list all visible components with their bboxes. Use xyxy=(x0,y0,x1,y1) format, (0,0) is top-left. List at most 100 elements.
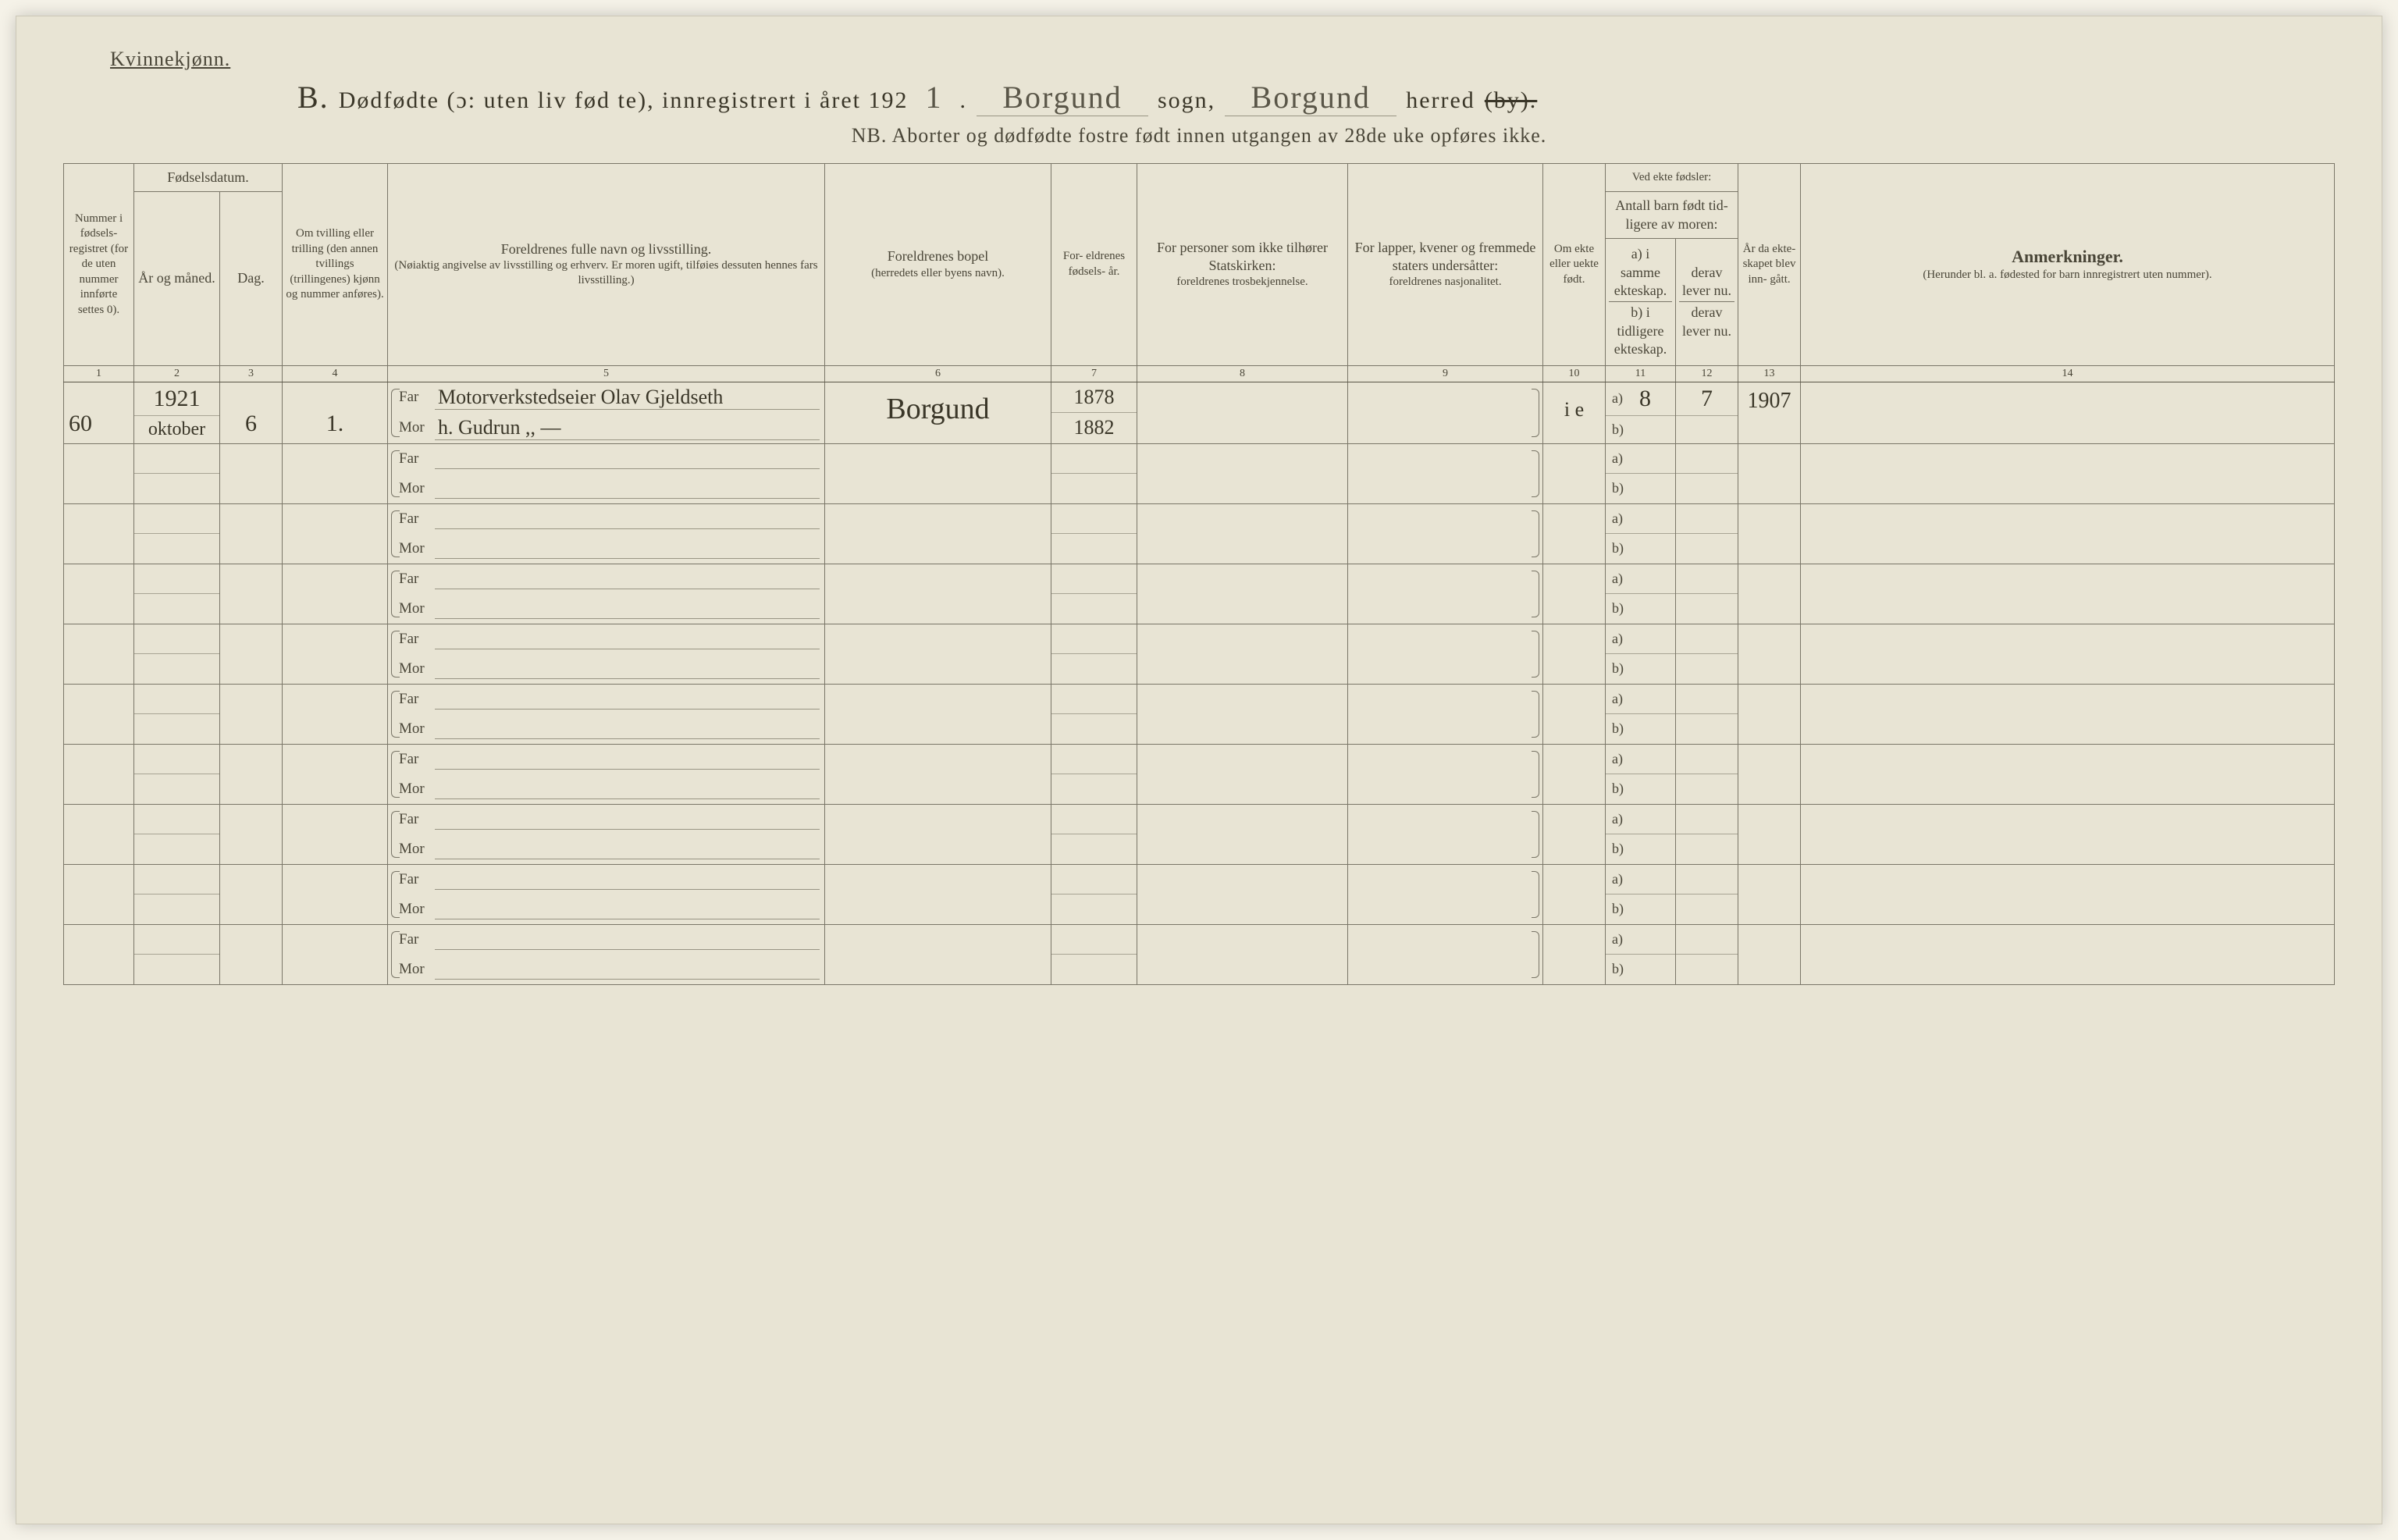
cell-c12 xyxy=(1676,564,1738,624)
c11-b-label: b) xyxy=(1612,781,1639,797)
twin-value xyxy=(283,745,387,776)
cell-day xyxy=(220,503,283,564)
day-value xyxy=(220,504,282,535)
twin-value xyxy=(283,865,387,896)
cell-c12 xyxy=(1676,864,1738,924)
ekte-value xyxy=(1543,504,1605,523)
colnum-12: 12 xyxy=(1676,365,1738,382)
cell-c11: a) b) xyxy=(1606,443,1676,503)
cell-remarks xyxy=(1801,503,2335,564)
cell-parents: Far Mor xyxy=(388,503,825,564)
cell-marriage-year xyxy=(1738,624,1801,684)
far-year xyxy=(1090,695,1099,702)
entry-number xyxy=(64,444,133,475)
cell-c11: a) b) xyxy=(1606,684,1676,744)
cell-marriage-year xyxy=(1738,864,1801,924)
cell-c11: a) b) xyxy=(1606,744,1676,804)
cell-day: 6 xyxy=(220,382,283,443)
cell-c11: a) b) xyxy=(1606,564,1676,624)
far-value: Motorverkstedseier Olav Gjeldseth xyxy=(435,386,820,410)
table-row: Far Mor a) b) xyxy=(64,804,2335,864)
cell-ekte xyxy=(1543,684,1606,744)
cell-year-month xyxy=(134,503,220,564)
bopel-value xyxy=(825,865,1051,877)
cell-year-month xyxy=(134,684,220,744)
brace-icon xyxy=(1532,389,1539,437)
day-value xyxy=(220,444,282,475)
cell-parents: Far Mor xyxy=(388,443,825,503)
col-header-1112-group: Ved ekte fødsler: xyxy=(1606,164,1738,192)
subtitle-text: Aborter og dødfødte fostre født innen ut… xyxy=(891,124,1546,147)
mor-year xyxy=(1090,846,1099,852)
brace-icon xyxy=(1532,631,1539,678)
brace-icon xyxy=(1532,510,1539,557)
mor-label: Mor xyxy=(399,600,435,617)
colnum-7: 7 xyxy=(1051,365,1137,382)
month-value xyxy=(173,485,182,492)
mor-label: Mor xyxy=(399,660,435,678)
cell-religion xyxy=(1137,924,1348,984)
col9-main: For lapper, kvener og fremmede staters u… xyxy=(1351,239,1539,276)
twin-value xyxy=(283,564,387,596)
table-row: Far Mor a) b) xyxy=(64,924,2335,984)
cell-nationality xyxy=(1348,804,1543,864)
section-letter: B. xyxy=(297,79,329,116)
bopel-value xyxy=(825,564,1051,577)
cell-marriage-year xyxy=(1738,564,1801,624)
cell-number xyxy=(64,924,134,984)
col6-main: Foreldrenes bopel xyxy=(828,247,1048,265)
far-label: Far xyxy=(399,571,435,588)
ekte-value xyxy=(1543,805,1605,823)
c13-value xyxy=(1738,444,1800,453)
c11a: a) i samme ekteskap. xyxy=(1609,244,1672,302)
cell-ekte xyxy=(1543,744,1606,804)
cell-bopel xyxy=(825,744,1051,804)
cell-ekte xyxy=(1543,864,1606,924)
twin-value xyxy=(283,504,387,535)
col-header-10: Om ekte eller uekte født. xyxy=(1543,164,1606,366)
cell-number xyxy=(64,744,134,804)
twin-value xyxy=(283,444,387,475)
column-number-row: 1 2 3 4 5 6 7 8 9 10 11 12 13 14 xyxy=(64,365,2335,382)
cell-parents: Far Mor xyxy=(388,624,825,684)
twin-value xyxy=(283,624,387,656)
cell-bopel xyxy=(825,684,1051,744)
c13-value xyxy=(1738,564,1800,574)
colnum-14: 14 xyxy=(1801,365,2335,382)
cell-number: 60 xyxy=(64,382,134,443)
day-value xyxy=(220,624,282,656)
day-value xyxy=(220,865,282,896)
cell-parents: Far Mor xyxy=(388,804,825,864)
c13-value xyxy=(1738,745,1800,754)
colnum-10: 10 xyxy=(1543,365,1606,382)
colnum-5: 5 xyxy=(388,365,825,382)
header-top: Kvinnekjønn. xyxy=(63,48,2335,71)
cell-c11: a) b) xyxy=(1606,924,1676,984)
col-header-6: Foreldrenes bopel (herredets eller byens… xyxy=(825,164,1051,366)
cell-parents: Far Mor xyxy=(388,924,825,984)
cell-marriage-year xyxy=(1738,924,1801,984)
cell-c12: 7 xyxy=(1676,382,1738,443)
cell-number xyxy=(64,503,134,564)
mor-value xyxy=(435,478,820,499)
day-value xyxy=(220,805,282,836)
cell-parent-years: 18781882 xyxy=(1051,382,1137,443)
year-value xyxy=(173,455,182,461)
col-header-11: a) i samme ekteskap. b) i tidligere ekte… xyxy=(1606,239,1676,365)
cell-remarks xyxy=(1801,744,2335,804)
col-header-1: Nummer i fødsels- registret (for de uten… xyxy=(64,164,134,366)
cell-bopel xyxy=(825,443,1051,503)
c13-value xyxy=(1738,685,1800,694)
ekte-value xyxy=(1543,925,1605,944)
cell-remarks xyxy=(1801,804,2335,864)
c11-a-label: a) xyxy=(1612,631,1639,647)
cell-remarks xyxy=(1801,624,2335,684)
mor-value xyxy=(435,839,820,859)
cell-twin xyxy=(283,684,388,744)
cell-bopel xyxy=(825,924,1051,984)
cell-nationality xyxy=(1348,864,1543,924)
far-year xyxy=(1090,515,1099,521)
col-header-9: For lapper, kvener og fremmede staters u… xyxy=(1348,164,1543,366)
by-strike: (by). xyxy=(1485,87,1537,114)
far-label: Far xyxy=(399,510,435,528)
